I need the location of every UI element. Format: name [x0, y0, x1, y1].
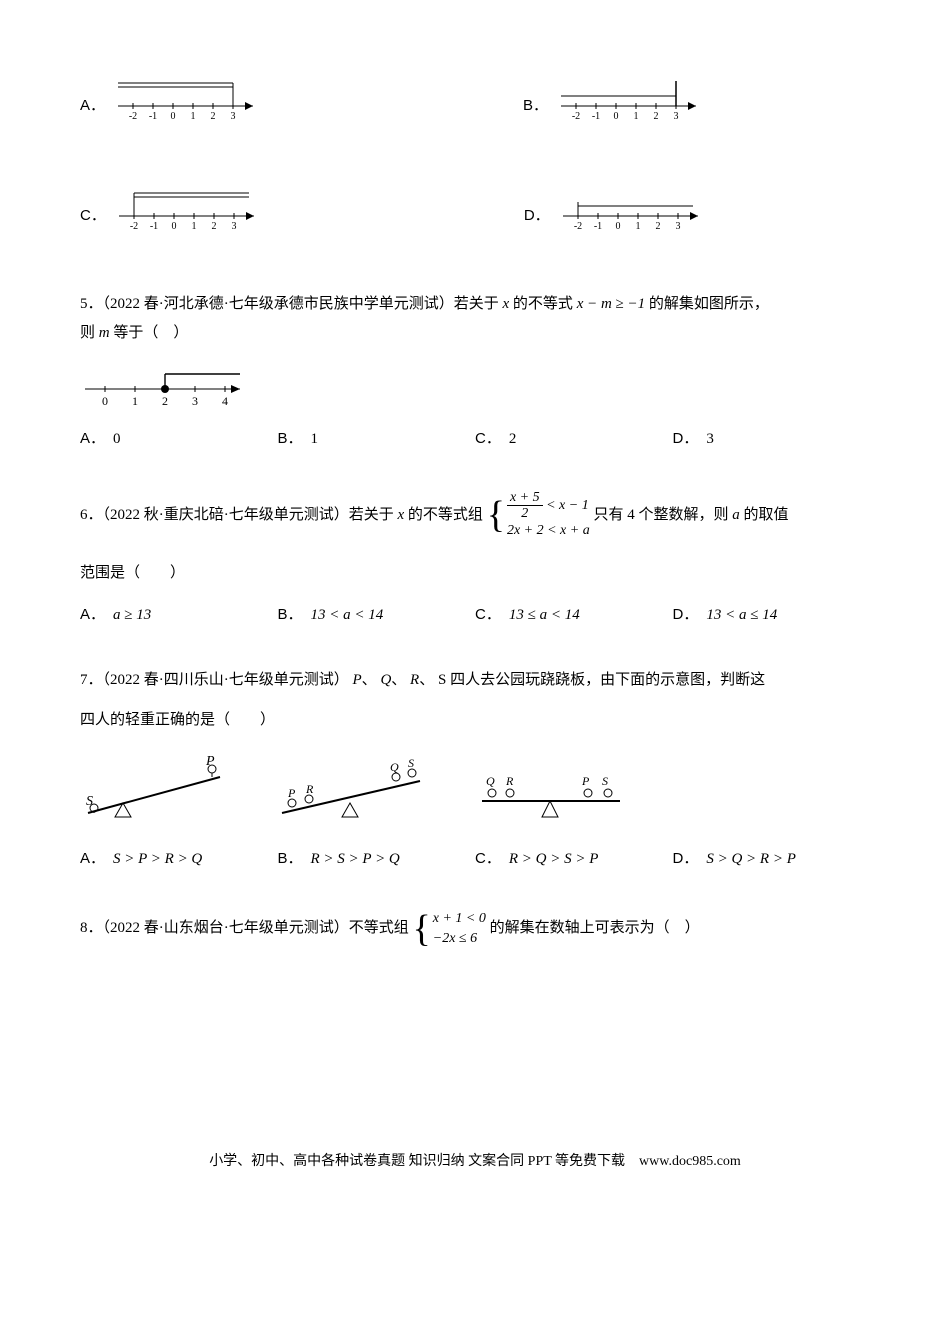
svg-text:-1: -1 [150, 221, 158, 230]
svg-text:S: S [408, 756, 414, 770]
q6-options: A．a ≥ 13 B．13 < a < 14 C．13 ≤ a < 14 D．1… [80, 601, 870, 630]
svg-text:1: 1 [634, 111, 639, 120]
svg-text:P: P [581, 774, 590, 788]
q4-option-d: D． -2 -1 0 1 2 3 [524, 180, 708, 230]
option-label: A． [80, 92, 105, 121]
q7-seesaws: S P P R Q S Q R P S [80, 755, 870, 825]
q4-option-c: C． -2 -1 0 1 2 3 [80, 180, 264, 230]
svg-text:2: 2 [211, 221, 216, 230]
svg-text:2: 2 [655, 221, 660, 230]
q7-options: A．S > P > R > Q B．R > S > P > Q C．R > Q … [80, 845, 870, 874]
svg-text:-2: -2 [130, 221, 138, 230]
svg-text:P: P [287, 786, 296, 800]
svg-text:R: R [505, 774, 514, 788]
seesaw-icon: S P [80, 755, 230, 825]
q6-opt-d: D．13 < a ≤ 14 [673, 601, 871, 630]
svg-text:3: 3 [231, 221, 236, 230]
svg-text:0: 0 [614, 111, 619, 120]
q8: 8．（2022 春·山东烟台·七年级单元测试）不等式组 { x + 1 < 0 … [80, 909, 870, 948]
numberline-icon: -2 -1 0 1 2 3 [558, 180, 708, 230]
q6-opt-c: C．13 ≤ a < 14 [475, 601, 673, 630]
svg-text:0: 0 [102, 394, 108, 408]
q5-opt-c: C．2 [475, 425, 673, 454]
svg-text:2: 2 [654, 111, 659, 120]
svg-text:S: S [602, 774, 608, 788]
q5-line2: 则 m 等于（ ） [80, 319, 870, 348]
svg-text:3: 3 [675, 221, 680, 230]
q5-opt-b: B．1 [278, 425, 476, 454]
numberline-icon: -2 -1 0 1 2 3 [114, 180, 264, 230]
q6-opt-a: A．a ≥ 13 [80, 601, 278, 630]
svg-text:3: 3 [192, 394, 198, 408]
option-label: B． [523, 92, 548, 121]
q5-ineq: x − m ≥ −1 [577, 296, 645, 312]
q5-numberline: 0 1 2 3 4 [80, 365, 870, 411]
seesaw-icon: Q R P S [470, 755, 630, 825]
option-label: D． [524, 202, 550, 231]
q5-text-3: 的解集如图所示， [645, 296, 769, 312]
svg-text:Q: Q [390, 760, 399, 774]
option-label: C． [80, 202, 106, 231]
q7-opt-b: B．R > S > P > Q [278, 845, 476, 874]
svg-text:-1: -1 [592, 111, 600, 120]
q5-options: A．0 B．1 C．2 D．3 [80, 425, 870, 454]
q7: 7．（2022 春·四川乐山·七年级单元测试） P、 Q、 R、 S 四人去公园… [80, 666, 870, 695]
svg-text:1: 1 [635, 221, 640, 230]
numberline-icon: -2 -1 0 1 2 3 [556, 70, 706, 120]
q6-line2: 范围是（ ） [80, 559, 870, 588]
q6: 6．（2022 秋·重庆北碚·七年级单元测试）若关于 x 的不等式组 { x +… [80, 490, 870, 541]
page-footer: 小学、初中、高中各种试卷真题 知识归纳 文案合同 PPT 等免费下载 www.d… [80, 1149, 870, 1176]
svg-text:0: 0 [615, 221, 620, 230]
q4-option-a: A． -2 -1 0 1 2 3 [80, 70, 263, 120]
q5-opt-a: A．0 [80, 425, 278, 454]
svg-text:2: 2 [211, 111, 216, 120]
q5-text-2: 的不等式 [509, 296, 577, 312]
q4-option-b: B． -2 -1 0 1 2 3 [523, 70, 706, 120]
svg-text:1: 1 [191, 111, 196, 120]
q7-opt-d: D．S > Q > R > P [673, 845, 871, 874]
q4-row-ab: A． -2 -1 0 1 2 3 B． -2 -1 0 [80, 70, 870, 120]
seesaw-icon: P R Q S [270, 755, 430, 825]
svg-text:Q: Q [486, 774, 495, 788]
q6-system: { x + 52 < x − 1 2x + 2 < x + a [487, 490, 590, 541]
q7-opt-c: C．R > Q > S > P [475, 845, 673, 874]
numberline-icon: -2 -1 0 1 2 3 [113, 70, 263, 120]
q5-text-1: 5．（2022 春·河北承德·七年级承德市民族中学单元测试）若关于 [80, 296, 503, 312]
svg-text:-2: -2 [574, 221, 582, 230]
svg-text:-2: -2 [572, 111, 580, 120]
svg-text:-1: -1 [594, 221, 602, 230]
q6-opt-b: B．13 < a < 14 [278, 601, 476, 630]
numberline-icon: 0 1 2 3 4 [80, 365, 250, 411]
svg-text:R: R [305, 782, 314, 796]
svg-text:-2: -2 [129, 111, 137, 120]
q5: 5．（2022 春·河北承德·七年级承德市民族中学单元测试）若关于 x 的不等式… [80, 290, 870, 319]
svg-text:-1: -1 [149, 111, 157, 120]
svg-text:S: S [86, 794, 93, 809]
q5-opt-d: D．3 [673, 425, 871, 454]
q8-system: { x + 1 < 0 −2x ≤ 6 [413, 909, 486, 948]
svg-text:4: 4 [222, 394, 228, 408]
q4-row-cd: C． -2 -1 0 1 2 3 D． -2 -1 0 [80, 180, 870, 230]
svg-text:1: 1 [191, 221, 196, 230]
q7-opt-a: A．S > P > R > Q [80, 845, 278, 874]
svg-text:P: P [205, 755, 215, 769]
svg-text:1: 1 [132, 394, 138, 408]
svg-text:0: 0 [171, 111, 176, 120]
q7-line2: 四人的轻重正确的是（ ） [80, 706, 870, 735]
svg-text:0: 0 [171, 221, 176, 230]
svg-text:3: 3 [674, 111, 679, 120]
svg-text:3: 3 [231, 111, 236, 120]
svg-text:2: 2 [162, 394, 168, 408]
